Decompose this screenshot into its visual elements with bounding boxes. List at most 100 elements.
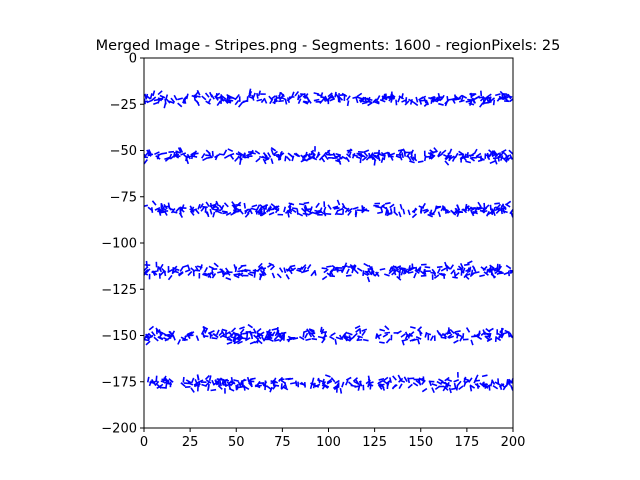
segment: [171, 269, 177, 275]
segment: [444, 160, 450, 166]
segment: [356, 92, 363, 98]
segment: [234, 99, 240, 106]
segment: [226, 341, 233, 345]
segment: [379, 98, 386, 103]
segment: [409, 155, 415, 162]
segment: [218, 204, 224, 210]
segment: [297, 212, 304, 217]
y-tick-label: −125: [101, 283, 137, 298]
segment: [212, 211, 216, 218]
segment: [347, 207, 353, 213]
segment: [184, 268, 191, 273]
segment: [353, 380, 360, 385]
segment: [168, 100, 175, 105]
segment: [299, 336, 305, 341]
segment: [407, 377, 411, 384]
segment: [233, 273, 240, 276]
segment: [257, 262, 263, 268]
segment: [340, 334, 345, 340]
segment: [345, 156, 350, 163]
segment: [403, 376, 408, 383]
segment: [361, 208, 367, 214]
segment: [438, 332, 443, 338]
segment: [223, 149, 228, 156]
segment: [502, 204, 507, 211]
segment: [466, 260, 473, 265]
segment: [286, 96, 293, 102]
segment: [211, 379, 215, 386]
segment: [324, 154, 329, 161]
segment: [147, 206, 153, 212]
segment: [270, 331, 276, 337]
segment: [458, 150, 464, 156]
segment: [440, 205, 445, 212]
segment: [302, 100, 309, 105]
segment: [227, 99, 234, 102]
segment: [330, 332, 336, 337]
segment: [256, 380, 261, 387]
segment: [413, 272, 417, 279]
segment: [193, 381, 199, 388]
segment: [486, 93, 492, 98]
segment: [308, 328, 315, 332]
segment: [470, 339, 474, 346]
segment: [379, 383, 385, 389]
segment: [271, 272, 276, 279]
segment: [326, 265, 332, 268]
segment: [399, 379, 406, 383]
segment: [195, 335, 200, 342]
segment: [322, 96, 327, 102]
segment: [334, 339, 338, 345]
segment: [243, 202, 247, 209]
segment: [251, 204, 258, 208]
segment: [354, 325, 361, 330]
segment: [352, 153, 358, 158]
segment: [321, 378, 325, 385]
segment: [262, 204, 269, 208]
segment: [236, 386, 243, 389]
segment: [377, 379, 384, 384]
segment: [187, 270, 193, 277]
segment: [208, 375, 212, 382]
segment: [435, 205, 442, 210]
segment: [304, 151, 308, 158]
segment: [383, 376, 389, 382]
segment: [305, 338, 312, 342]
segment: [335, 266, 339, 273]
segment: [389, 208, 393, 214]
segment: [407, 333, 411, 339]
segment: [279, 336, 284, 343]
segment: [492, 385, 499, 390]
segment: [244, 337, 251, 342]
segment: [274, 338, 280, 342]
segment: [341, 155, 348, 160]
segment: [425, 99, 429, 106]
segment: [265, 384, 272, 390]
segment: [494, 152, 500, 158]
segment: [168, 332, 174, 338]
segment: [506, 379, 511, 386]
segment: [505, 200, 512, 206]
segment: [377, 155, 381, 162]
segment: [253, 334, 259, 340]
segment: [237, 272, 244, 277]
segment: [374, 99, 380, 104]
segment: [462, 267, 466, 274]
segment: [409, 160, 415, 164]
segment: [398, 95, 405, 100]
segment: [185, 93, 189, 100]
segment: [437, 151, 442, 157]
segment: [143, 272, 149, 276]
segment: [470, 207, 476, 212]
segment: [499, 90, 505, 96]
segment: [437, 211, 441, 218]
segment: [312, 382, 316, 389]
segment: [273, 384, 280, 387]
segment: [321, 275, 328, 281]
segment: [201, 332, 206, 339]
segment: [315, 202, 320, 209]
segment: [368, 381, 374, 385]
segment: [252, 328, 257, 334]
segment: [361, 330, 366, 337]
segment: [203, 272, 209, 276]
